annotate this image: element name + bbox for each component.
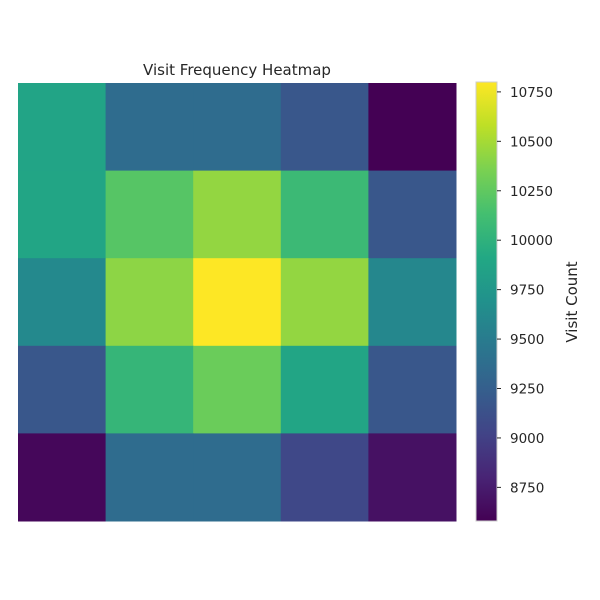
colorbar-label: Visit Count: [563, 261, 581, 342]
heatmap-cell: [193, 170, 282, 259]
colorbar-tick-label: 9000: [510, 431, 544, 447]
heatmap-cell: [280, 170, 369, 259]
colorbar-tick-label: 10250: [510, 184, 553, 200]
heatmap-cell: [105, 170, 194, 259]
heatmap-cell: [105, 83, 194, 172]
colorbar-tick-label: 9500: [510, 332, 544, 348]
colorbar-ticks: 8750 9000 9250 9500 9750 10000 10250 10500 10750: [497, 85, 553, 496]
heatmap-cell: [193, 433, 282, 522]
heatmap-cell: [105, 258, 194, 347]
heatmap-cell: [280, 433, 369, 522]
chart-title: Visit Frequency Heatmap: [143, 61, 331, 79]
colorbar-tick-label: 10750: [510, 85, 553, 101]
heatmap-cell: [18, 170, 107, 259]
colorbar-tick-label: 9750: [510, 283, 544, 299]
heatmap-cell: [368, 345, 457, 434]
heatmap-cell: [18, 345, 107, 434]
colorbar-tick-label: 8750: [510, 480, 544, 496]
heatmap-cell: [18, 258, 107, 347]
heatmap-cell: [368, 258, 457, 347]
heatmap-cell: [105, 345, 194, 434]
heatmap-cell: [18, 433, 107, 522]
heatmap-cell: [368, 170, 457, 259]
heatmap-cell: [280, 345, 369, 434]
colorbar-tick-label: 10500: [510, 134, 553, 150]
heatmap-cell: [18, 83, 107, 172]
heatmap-cell: [368, 433, 457, 522]
colorbar-tick-label: 10000: [510, 233, 553, 249]
heatmap-cell: [193, 83, 282, 172]
heatmap-grid: [18, 83, 457, 522]
heatmap-cell: [105, 433, 194, 522]
heatmap-cell: [193, 345, 282, 434]
heatmap-cell: [193, 258, 282, 347]
heatmap-cell: [368, 83, 457, 172]
colorbar-tick-label: 9250: [510, 382, 544, 398]
heatmap-cell: [280, 83, 369, 172]
heatmap-cell: [280, 258, 369, 347]
colorbar: [475, 81, 498, 522]
